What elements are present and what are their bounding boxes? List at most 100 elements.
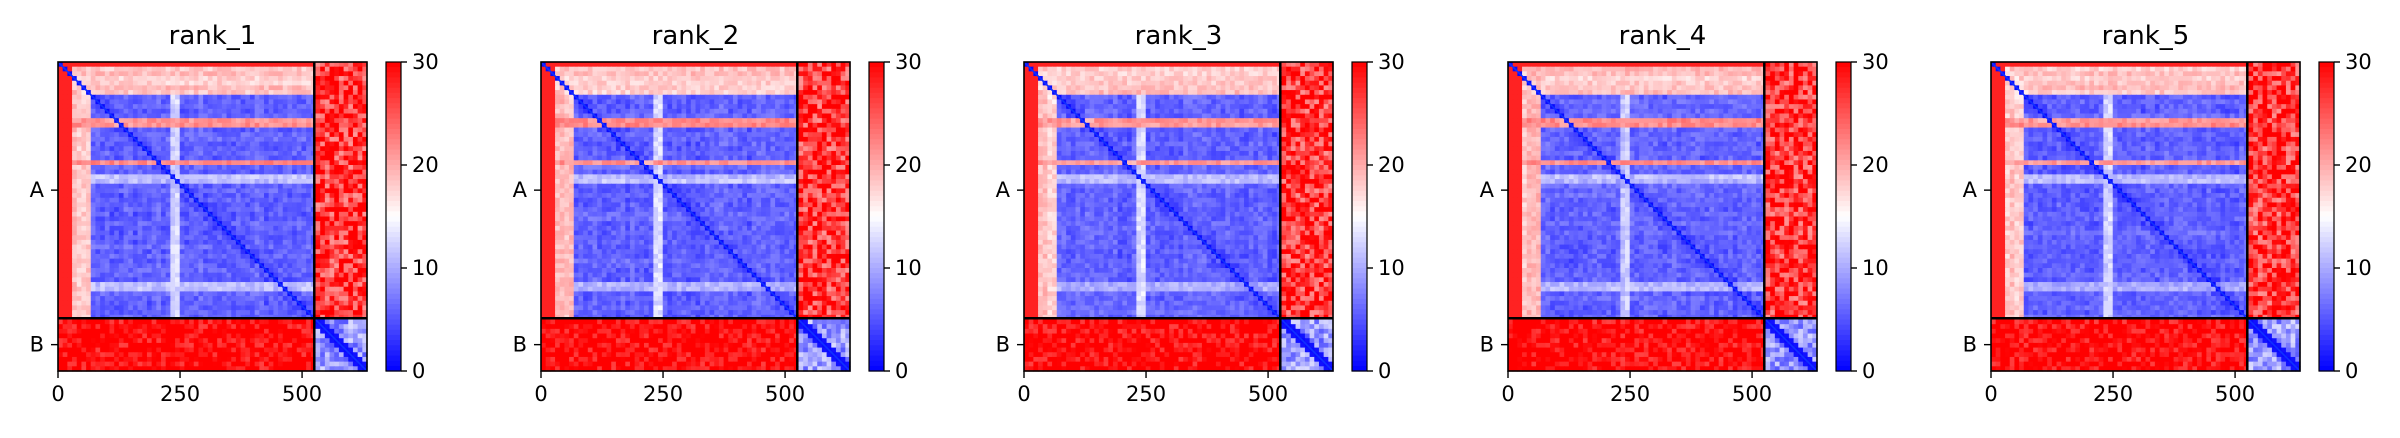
heatmap-cell <box>357 108 363 115</box>
heatmap-cell <box>240 174 246 180</box>
heatmap-cell <box>287 183 293 190</box>
heatmap-cell <box>254 282 260 288</box>
heatmap-cell <box>81 361 87 367</box>
heatmap-cell <box>235 169 242 175</box>
heatmap-cell <box>226 113 232 119</box>
heatmap-cell <box>817 80 823 87</box>
heatmap-cell <box>648 66 654 72</box>
heatmap-cell <box>189 282 195 288</box>
heatmap-cell <box>161 268 167 274</box>
heatmap-cell <box>165 230 171 236</box>
heatmap-cell <box>334 211 340 218</box>
heatmap-cell <box>686 94 692 101</box>
heatmap-cell <box>90 146 97 152</box>
heatmap-cell <box>198 263 204 269</box>
heatmap-cell <box>118 347 125 353</box>
heatmap-cell <box>179 356 186 363</box>
heatmap-cell <box>362 150 368 157</box>
heatmap-cell <box>245 108 251 115</box>
heatmap-cell <box>170 150 176 157</box>
heatmap-cell <box>170 66 176 72</box>
heatmap-cell <box>109 188 115 194</box>
heatmap-cell <box>254 235 260 241</box>
heatmap-cell <box>189 310 195 316</box>
heatmap-cell <box>118 62 125 68</box>
heatmap-cell <box>357 94 363 101</box>
heatmap-cell <box>203 155 209 161</box>
heatmap-cell <box>775 85 781 91</box>
heatmap-cell <box>72 328 78 335</box>
heatmap-cell <box>128 342 134 349</box>
heatmap-cell <box>320 90 326 96</box>
heatmap-cell <box>264 244 270 250</box>
heatmap-cell <box>357 258 363 264</box>
heatmap-cell <box>203 305 209 311</box>
heatmap-cell <box>259 113 265 119</box>
heatmap-cell <box>831 62 837 68</box>
colorbar-band <box>386 314 401 321</box>
heatmap-cell <box>803 85 809 91</box>
heatmap-cell <box>676 85 683 91</box>
heatmap-cell <box>184 244 190 250</box>
heatmap-cell <box>217 310 223 316</box>
heatmap-cell <box>217 122 223 129</box>
heatmap-cell <box>629 85 636 91</box>
heatmap-cell <box>315 90 321 96</box>
heatmap-cell <box>156 76 162 82</box>
heatmap-cell <box>212 249 218 255</box>
heatmap-cell <box>315 141 321 147</box>
heatmap-cell <box>245 104 251 110</box>
heatmap-cell <box>212 333 218 339</box>
heatmap-cell <box>132 108 139 115</box>
heatmap-cell <box>86 165 92 171</box>
heatmap-cell <box>840 76 846 82</box>
heatmap-cell <box>292 188 298 194</box>
heatmap-cell <box>264 99 270 105</box>
heatmap-cell <box>109 155 115 161</box>
heatmap-cell <box>245 141 251 147</box>
heatmap-cell <box>329 160 335 166</box>
heatmap-cell <box>212 296 218 302</box>
heatmap-cell <box>357 352 363 358</box>
heatmap-cell <box>240 90 246 96</box>
heatmap-cell <box>362 253 368 260</box>
heatmap-cell <box>165 263 171 269</box>
heatmap-cell <box>86 141 92 147</box>
heatmap-cell <box>109 286 115 293</box>
heatmap-cell <box>100 108 106 115</box>
heatmap-cell <box>597 66 603 72</box>
heatmap-cell <box>343 94 349 101</box>
heatmap-cell <box>240 277 246 283</box>
heatmap-cell <box>273 296 279 302</box>
heatmap-cell <box>296 286 303 293</box>
heatmap-cell <box>114 113 120 119</box>
heatmap-cell <box>352 76 359 82</box>
heatmap-cell <box>90 193 97 199</box>
heatmap-cell <box>132 328 139 335</box>
heatmap-cell <box>95 300 101 307</box>
heatmap-cell <box>292 118 298 124</box>
heatmap-cell <box>287 202 293 208</box>
heatmap-cell <box>62 282 68 288</box>
heatmap-cell <box>114 277 120 283</box>
heatmap-cell <box>268 356 274 363</box>
heatmap-cell <box>315 207 321 213</box>
heatmap-cell <box>352 188 359 194</box>
heatmap-cell <box>324 216 331 222</box>
heatmap-cell <box>76 127 83 133</box>
heatmap-cell <box>161 150 167 157</box>
heatmap-cell <box>320 127 326 133</box>
heatmap-cell <box>620 66 626 72</box>
heatmap-cell <box>352 328 359 335</box>
heatmap-cell <box>151 104 157 110</box>
heatmap-cell <box>343 150 349 157</box>
heatmap-cell <box>193 127 200 133</box>
heatmap-cell <box>198 122 204 129</box>
heatmap-cell <box>235 62 242 68</box>
heatmap-cell <box>170 62 176 68</box>
heatmap-cell <box>287 211 293 218</box>
heatmap-cell <box>343 66 349 72</box>
heatmap-cell <box>165 305 171 311</box>
heatmap-cell <box>315 104 321 110</box>
heatmap-cell <box>151 211 157 218</box>
